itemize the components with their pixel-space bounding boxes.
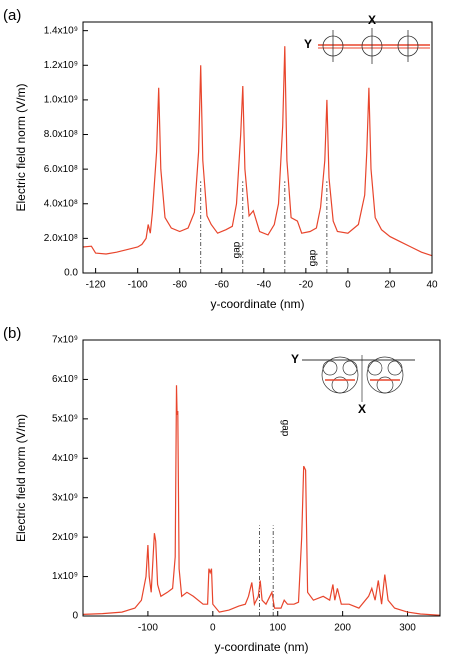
y-tick-label: 6x10⁹ (52, 374, 78, 385)
y-tick-label: 0 (72, 611, 78, 622)
x-tick-label: 100 (269, 623, 286, 634)
y-tick-label: 4.0x10⁸ (44, 198, 78, 209)
x-tick-label: -120 (86, 280, 106, 291)
x-tick-label: -80 (172, 280, 187, 291)
y-tick-label: 6.0x10⁸ (44, 164, 78, 175)
inset-y-label: Y (291, 352, 299, 366)
inset-x-label: X (368, 13, 376, 27)
x-tick-label: 0 (210, 623, 216, 634)
x-tick-label: 0 (345, 280, 351, 291)
y-tick-label: 3x10⁹ (52, 492, 78, 503)
x-tick-label: -100 (128, 280, 148, 291)
x-axis-title: y-coordinate (nm) (214, 640, 308, 654)
y-tick-label: 2.0x10⁸ (44, 233, 78, 244)
plot-frame (82, 21, 433, 274)
data-line (82, 385, 441, 616)
y-tick-label: 1x10⁹ (52, 571, 78, 582)
inset-x-label: X (358, 402, 366, 416)
gap-label: gap (279, 420, 290, 437)
y-tick-label: 1.0x10⁹ (44, 95, 78, 106)
y-tick-label: 7x10⁹ (52, 335, 78, 346)
y-axis-title: Electric field norm (V/m) (14, 414, 28, 542)
y-tick-label: 8.0x10⁸ (44, 129, 78, 140)
panel-label: (a) (3, 7, 21, 24)
x-tick-label: -40 (257, 280, 272, 291)
y-tick-label: 1.2x10⁹ (44, 60, 78, 71)
inset-b (302, 355, 415, 402)
x-tick-label: 200 (334, 623, 351, 634)
data-line (82, 46, 433, 257)
y-tick-label: 1.4x10⁹ (44, 25, 78, 36)
x-tick-label: -60 (215, 280, 230, 291)
y-tick-label: 0.0 (64, 268, 78, 279)
y-tick-label: 2x10⁹ (52, 532, 78, 543)
inset-y-label: Y (304, 37, 312, 51)
inset-a (318, 28, 430, 64)
y-tick-label: 4x10⁹ (52, 453, 78, 464)
y-axis-title: Electric field norm (V/m) (14, 83, 28, 211)
gap-label: gap (308, 249, 319, 266)
x-tick-label: -100 (138, 623, 158, 634)
panel-label: (b) (3, 325, 21, 342)
x-axis-title: y-coordinate (nm) (210, 297, 304, 311)
x-tick-label: -20 (299, 280, 314, 291)
x-tick-label: 20 (384, 280, 396, 291)
x-tick-label: 300 (399, 623, 416, 634)
x-tick-label: 40 (426, 280, 438, 291)
plot-frame (82, 339, 441, 617)
gap-label: gap (232, 241, 243, 258)
y-tick-label: 5x10⁹ (52, 413, 78, 424)
